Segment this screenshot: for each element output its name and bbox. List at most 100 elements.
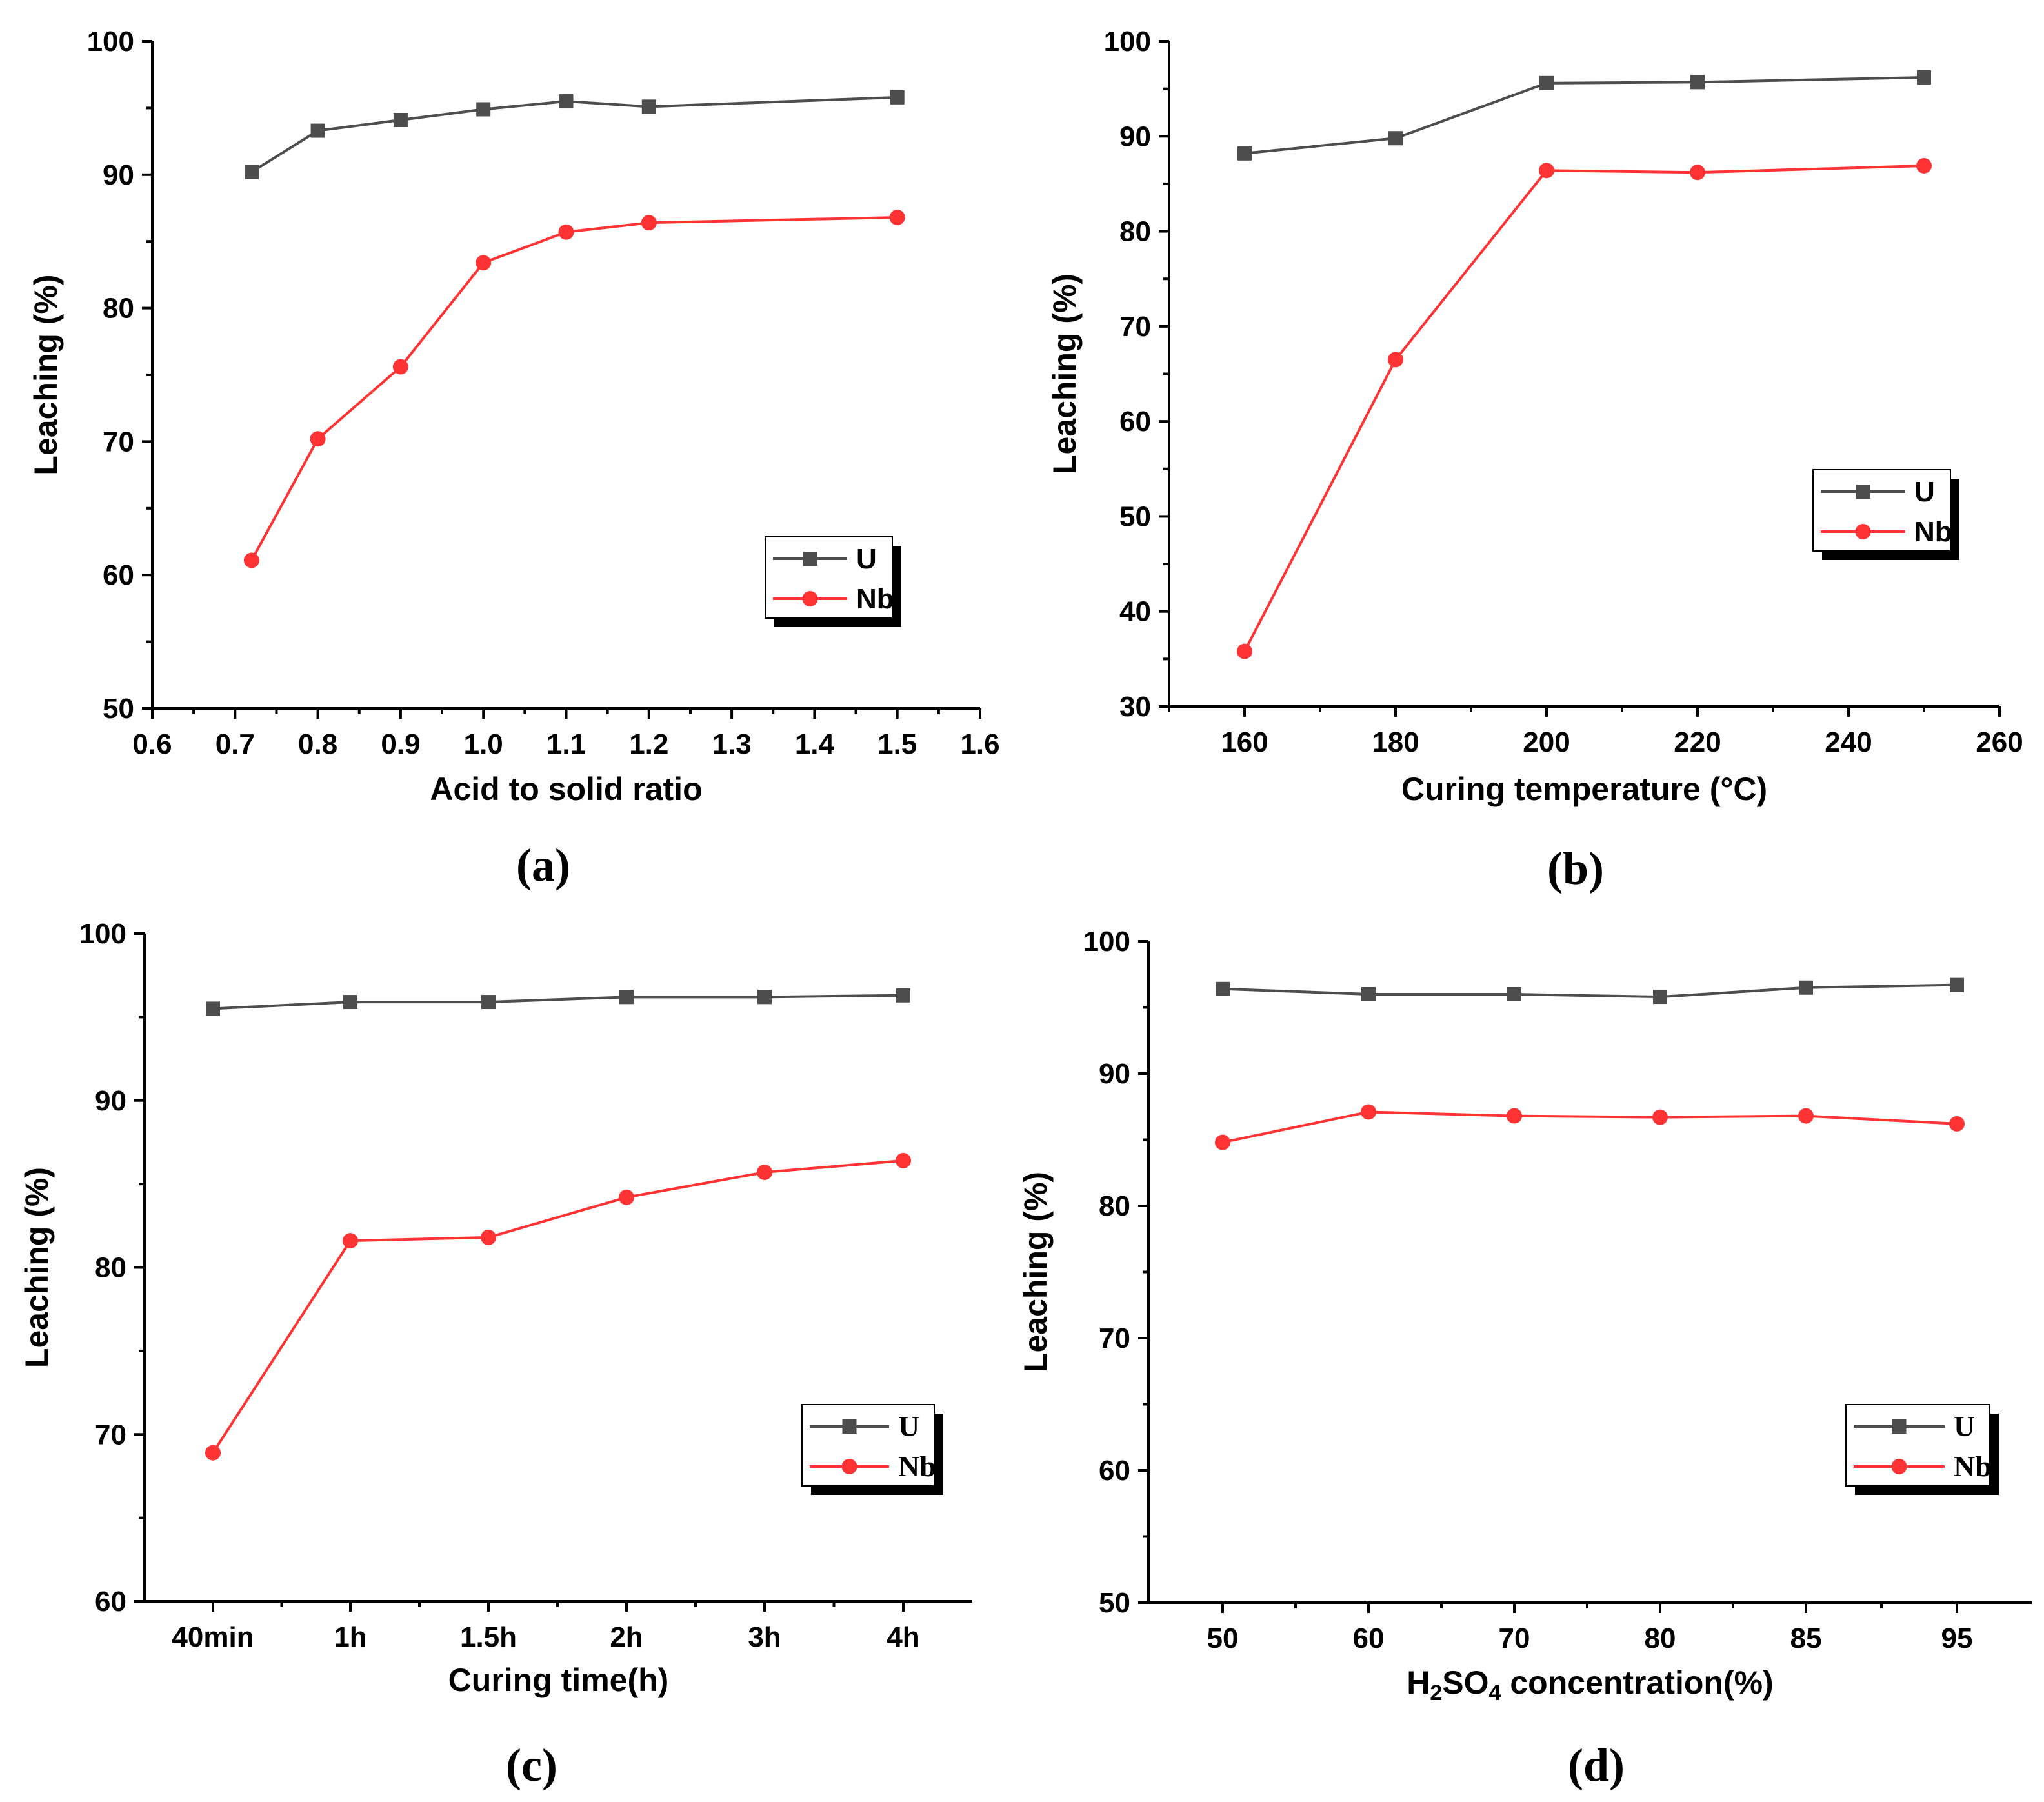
legend-marker-u xyxy=(1892,1419,1907,1434)
y-tick-label: 50 xyxy=(1099,1587,1130,1619)
legend-marker-u xyxy=(842,1419,857,1434)
legend-label-nb: Nb xyxy=(1914,516,1952,548)
legend-label-nb: Nb xyxy=(856,583,894,615)
legend-label-nb: Nb xyxy=(1954,1450,1992,1483)
data-point-u xyxy=(343,995,357,1010)
data-point-nb xyxy=(619,1189,634,1205)
data-point-nb xyxy=(243,552,259,568)
legend-marker-nb xyxy=(1891,1459,1907,1474)
legend-label-u: U xyxy=(1914,476,1935,508)
x-tick-label: 160 xyxy=(1221,726,1268,758)
data-point-u xyxy=(1539,75,1554,90)
data-point-u xyxy=(476,102,491,117)
series-line-nb xyxy=(250,215,897,561)
data-point-u xyxy=(1388,131,1403,146)
chart-panel-b: 30 40 50 60 70 80 90 100 160 180 200 220 240 260 Curin… xyxy=(1047,26,2023,894)
x-tick-label: 200 xyxy=(1523,726,1570,758)
data-point-u xyxy=(1507,987,1521,1001)
x-tick-label: 70 xyxy=(1499,1623,1530,1654)
data-point-u xyxy=(1653,990,1667,1005)
panel-label: (c) xyxy=(506,1739,557,1791)
y-tick-label: 60 xyxy=(1119,406,1151,437)
y-axis-title: Leaching (%) xyxy=(28,274,64,475)
series-line-u xyxy=(250,95,897,174)
x-tick-label: 180 xyxy=(1372,726,1419,758)
data-point-nb xyxy=(343,1233,358,1249)
series-line-u xyxy=(1244,75,1925,155)
data-point-u xyxy=(641,99,656,114)
legend-label-u: U xyxy=(856,543,877,575)
y-tick-label: 90 xyxy=(103,159,134,191)
data-point-nb xyxy=(205,1445,221,1461)
data-point-nb xyxy=(1215,1134,1230,1150)
y-tick-label: 50 xyxy=(1119,501,1151,532)
data-point-u xyxy=(1361,987,1376,1001)
y-tick-label: 80 xyxy=(1099,1190,1130,1222)
data-point-u xyxy=(206,1001,220,1016)
data-point-nb xyxy=(641,215,657,231)
legend: U Nb xyxy=(801,1404,943,1495)
y-tick-label: 80 xyxy=(1119,216,1151,248)
y-tick-label: 60 xyxy=(1099,1455,1130,1487)
data-point-u xyxy=(393,113,408,128)
x-tick-label: 220 xyxy=(1674,726,1721,758)
y-axis-title: Leaching (%) xyxy=(1047,274,1083,474)
data-point-nb xyxy=(1507,1108,1522,1124)
x-tick-label: 1.6 xyxy=(960,728,999,760)
y-tick-label: 100 xyxy=(1104,26,1151,57)
chart-panel-a: 50 60 70 80 90 100 0.6 0.7 0.8 0.9 1.0 1.1 1.2 1.3 1.4… xyxy=(28,26,1000,891)
data-point-nb xyxy=(1388,352,1403,368)
data-point-nb xyxy=(476,255,492,271)
x-tick-label: 0.8 xyxy=(298,728,337,760)
x-tick-label: 240 xyxy=(1825,726,1872,758)
data-point-nb xyxy=(1949,1116,1965,1132)
y-tick-label: 90 xyxy=(95,1085,126,1117)
data-point-u xyxy=(1950,977,1964,992)
legend-marker-u xyxy=(1856,485,1870,499)
series-line-nb xyxy=(212,1159,904,1454)
x-tick-label: 1h xyxy=(334,1621,366,1653)
data-point-nb xyxy=(1361,1104,1376,1120)
y-tick-label: 70 xyxy=(103,426,134,457)
data-point-nb xyxy=(558,224,574,240)
series-line-nb xyxy=(1243,164,1925,652)
panel-label: (b) xyxy=(1547,843,1604,894)
x-tick-label: 2h xyxy=(610,1621,643,1653)
x-tick-label: 1.1 xyxy=(546,728,586,760)
data-point-nb xyxy=(310,431,326,447)
data-point-nb xyxy=(392,359,408,375)
x-tick-label: 4h xyxy=(887,1621,919,1653)
data-point-u xyxy=(1690,75,1705,90)
legend-label-u: U xyxy=(898,1410,919,1443)
legend: U Nb xyxy=(1812,469,1959,560)
y-tick-label: 80 xyxy=(103,293,134,325)
series-line-u xyxy=(1222,983,1958,999)
y-axis-title: Leaching (%) xyxy=(1017,1172,1054,1372)
panel-label: (a) xyxy=(516,839,570,891)
chart-panel-c: 60 70 80 90 100 40min 1h 1.5h 2h 3h 4h Curing time(… xyxy=(19,918,972,1791)
x-tick-label: 260 xyxy=(1976,726,2023,758)
x-tick-label: 0.9 xyxy=(381,728,420,760)
data-point-nb xyxy=(757,1165,772,1181)
y-tick-label: 100 xyxy=(1083,926,1130,957)
data-point-nb xyxy=(1237,643,1252,659)
y-tick-label: 100 xyxy=(79,918,126,950)
y-tick-label: 30 xyxy=(1119,691,1151,723)
data-point-u xyxy=(1237,146,1252,161)
x-tick-label: 40min xyxy=(172,1621,254,1653)
data-point-nb xyxy=(481,1229,496,1245)
x-tick-label: 0.6 xyxy=(132,728,172,760)
x-tick-label: 60 xyxy=(1353,1623,1385,1654)
panel-label: (d) xyxy=(1568,1739,1625,1791)
legend-marker-nb xyxy=(841,1459,857,1474)
legend-marker-nb xyxy=(802,591,818,606)
x-tick-label: 1.0 xyxy=(464,728,503,760)
data-point-u xyxy=(757,990,772,1005)
data-point-u xyxy=(559,94,574,109)
data-point-nb xyxy=(1652,1109,1668,1125)
data-point-nb xyxy=(1539,163,1554,179)
data-point-nb xyxy=(889,209,905,225)
data-point-u xyxy=(1799,980,1813,995)
x-axis-title: H2SO4 concentration(%) xyxy=(1407,1665,1773,1705)
